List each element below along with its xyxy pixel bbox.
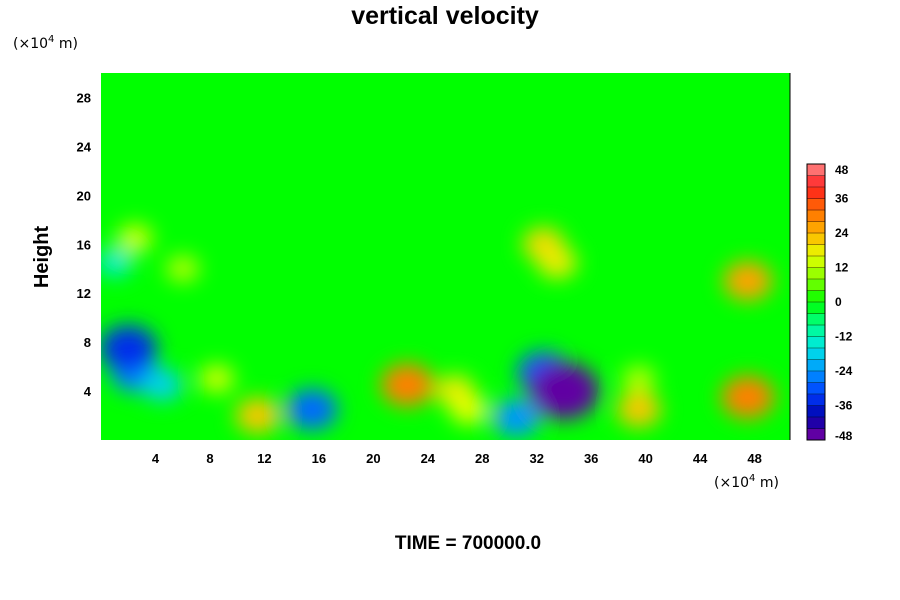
velocity-feature <box>721 375 775 419</box>
x-tick-label: 4 <box>152 451 160 466</box>
velocity-feature <box>199 364 235 394</box>
colorbar-band <box>807 348 825 360</box>
velocity-feature <box>616 391 661 428</box>
colorbar-tick-label: 12 <box>835 261 849 275</box>
time-label: TIME = 700000.0 <box>395 533 541 554</box>
colorbar-band <box>807 244 825 257</box>
velocity-feature <box>493 399 540 437</box>
y-tick-label: 16 <box>77 237 91 252</box>
colorbar-band <box>807 267 825 280</box>
colorbar-tick-label: 48 <box>835 163 849 177</box>
y-axis-label: Height <box>31 226 53 289</box>
colorbar-band <box>807 290 825 303</box>
colorbar-band <box>807 371 825 383</box>
colorbar-band <box>807 325 825 337</box>
velocity-feature <box>380 363 434 407</box>
colorbar-band <box>807 394 825 406</box>
colorbar-band <box>807 279 825 291</box>
velocity-feature <box>622 365 656 393</box>
x-tick-label: 28 <box>475 451 489 466</box>
colorbar-band <box>807 382 825 395</box>
colorbar-band <box>807 405 825 418</box>
colorbar-band <box>807 417 825 429</box>
velocity-feature <box>101 248 133 277</box>
colorbar-tick-label: -24 <box>835 364 853 378</box>
colorbar-tick-label: 36 <box>835 192 849 206</box>
velocity-feature <box>117 223 153 253</box>
colorbar-tick-label: -12 <box>835 330 853 344</box>
velocity-feature <box>166 255 200 283</box>
x-tick-label: 16 <box>312 451 326 466</box>
velocity-feature <box>723 261 773 301</box>
y-axis-ticks: 4 8 12 16 20 24 28 <box>77 90 92 399</box>
x-tick-label: 40 <box>638 451 652 466</box>
x-axis-ticks: 4 8 12 16 20 24 28 32 36 40 44 48 <box>152 451 762 466</box>
x-tick-label: 36 <box>584 451 598 466</box>
colorbar-band <box>807 313 825 326</box>
colorbar-tick-label: -36 <box>835 399 853 413</box>
colorbar-band <box>807 302 825 314</box>
velocity-feature <box>528 362 600 420</box>
colorbar-band <box>807 210 825 222</box>
colorbar-band <box>807 359 825 372</box>
x-tick-label: 32 <box>529 451 543 466</box>
velocity-feature <box>286 388 338 431</box>
x-tick-label: 8 <box>206 451 213 466</box>
x-tick-label: 12 <box>257 451 271 466</box>
colorbar-band <box>807 187 825 199</box>
colorbar-band <box>807 164 825 176</box>
velocity-feature <box>142 368 183 402</box>
colorbar-band <box>807 198 825 211</box>
colorbar: 48 36 24 12 0 -12 -24 -36 -48 <box>806 163 853 443</box>
velocity-feature <box>449 394 488 425</box>
x-tick-label: 44 <box>693 451 708 466</box>
colorbar-frame <box>806 163 826 441</box>
y-tick-label: 20 <box>77 188 91 203</box>
x-tick-label: 24 <box>421 451 436 466</box>
colorbar-band <box>807 256 825 268</box>
colorbar-band <box>807 428 825 441</box>
colorbar-tick-label: 24 <box>835 226 849 240</box>
colorbar-band <box>807 336 825 349</box>
y-tick-label: 28 <box>77 90 91 105</box>
colorbar-band <box>807 221 825 234</box>
x-tick-label: 20 <box>366 451 380 466</box>
y-axis-unit: (×104 m) <box>13 34 78 52</box>
y-tick-label: 24 <box>77 139 92 154</box>
velocity-feature <box>235 397 280 434</box>
colorbar-tick-label: -48 <box>835 429 853 443</box>
velocity-feature <box>101 324 157 372</box>
y-tick-label: 12 <box>77 286 91 301</box>
colorbar-band <box>807 175 825 188</box>
colorbar-band <box>807 233 825 245</box>
x-axis-unit: (×104 m) <box>714 473 779 491</box>
velocity-feature <box>537 246 578 279</box>
y-tick-label: 8 <box>84 335 91 350</box>
plot-area <box>101 73 791 440</box>
x-tick-label: 48 <box>747 451 761 466</box>
chart-title: vertical velocity <box>351 2 539 30</box>
y-tick-label: 4 <box>84 384 92 399</box>
colorbar-tick-label: 0 <box>835 295 842 309</box>
velocity-features <box>101 223 775 437</box>
